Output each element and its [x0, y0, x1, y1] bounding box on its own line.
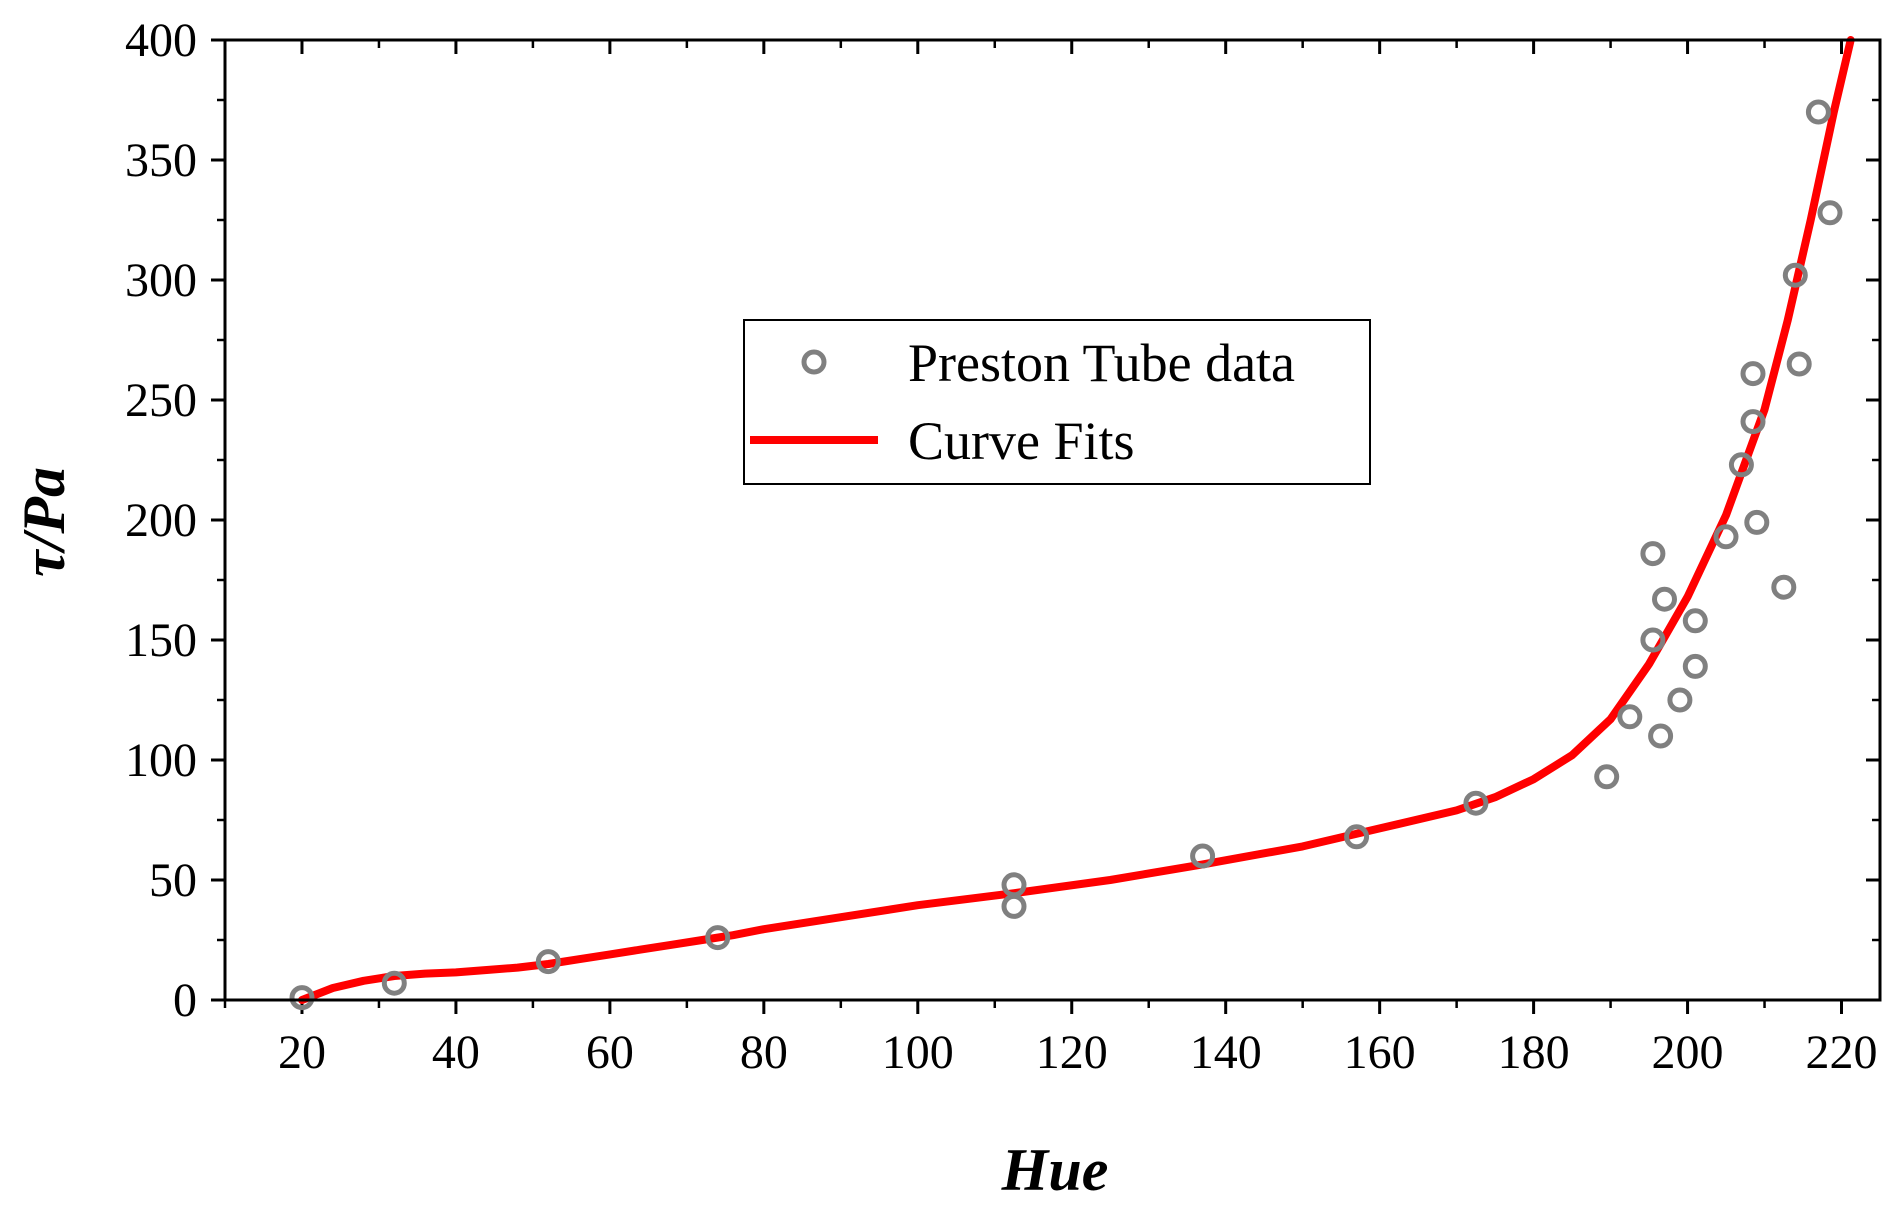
x-tick-label: 60: [586, 1026, 634, 1079]
data-point: [1652, 586, 1677, 612]
data-point: [1190, 843, 1216, 869]
data-point: [535, 949, 561, 975]
y-tick-label: 150: [125, 614, 197, 667]
y-tick-label: 0: [173, 974, 197, 1027]
data-point: [381, 970, 407, 996]
curve-fit-line: [298, 36, 1855, 1004]
data-point: [1001, 893, 1027, 919]
tick-labels-layer: 20 40 60 80 100 120 140 160 180 200 220 0 50 100 150 20…: [125, 14, 1878, 1079]
data-point: [1594, 764, 1620, 790]
data-point: [1344, 824, 1370, 850]
x-tick-label: 20: [278, 1026, 326, 1079]
legend-marker-scatter: [801, 349, 827, 375]
data-point: [1805, 99, 1831, 125]
legend: Preston Tube data Curve Fits: [743, 319, 1371, 485]
data-point: [1648, 723, 1674, 749]
y-axis-title: τ/Pa: [11, 467, 77, 577]
y-tick-label: 100: [125, 734, 197, 787]
plot-frame: [223, 38, 1882, 1002]
data-point: [1728, 452, 1754, 478]
legend-label-scatter: Preston Tube data: [908, 333, 1295, 393]
data-point: [1617, 704, 1643, 730]
x-tick-label: 100: [882, 1026, 954, 1079]
ticks-layer: [211, 38, 1880, 1014]
data-point: [1740, 409, 1766, 435]
x-tick-label: 140: [1190, 1026, 1262, 1079]
y-tick-label: 300: [125, 254, 197, 307]
y-tick-label: 50: [149, 854, 197, 907]
fit-layer: [298, 36, 1855, 1004]
data-point: [1682, 653, 1708, 679]
data-point: [289, 985, 315, 1011]
y-tick-label: 350: [125, 134, 197, 187]
data-point: [1682, 608, 1708, 634]
data-point: [1744, 509, 1770, 535]
data-point: [1463, 790, 1489, 816]
x-axis-title: Hue: [1001, 1137, 1109, 1203]
x-tick-label: 200: [1652, 1026, 1724, 1079]
y-tick-label: 200: [125, 494, 197, 547]
data-point: [1667, 687, 1693, 713]
data-point: [1786, 351, 1812, 377]
legend-box: [743, 319, 1371, 485]
y-tick-label: 400: [125, 14, 197, 67]
legend-label-line: Curve Fits: [908, 411, 1135, 471]
x-tick-label: 120: [1036, 1026, 1108, 1079]
data-point: [1740, 361, 1766, 387]
x-tick-label: 160: [1344, 1026, 1416, 1079]
data-point: [1713, 524, 1739, 550]
data-point: [1782, 262, 1808, 288]
data-point: [705, 925, 731, 951]
x-tick-label: 40: [432, 1026, 480, 1079]
data-point: [1640, 541, 1666, 567]
data-point: [1817, 200, 1843, 226]
data-point: [1640, 627, 1666, 653]
points-layer: [289, 99, 1843, 1011]
x-tick-label: 80: [740, 1026, 788, 1079]
x-tick-label: 180: [1498, 1026, 1570, 1079]
x-tick-label: 220: [1806, 1026, 1878, 1079]
data-point: [1771, 574, 1797, 600]
y-tick-label: 250: [125, 374, 197, 427]
